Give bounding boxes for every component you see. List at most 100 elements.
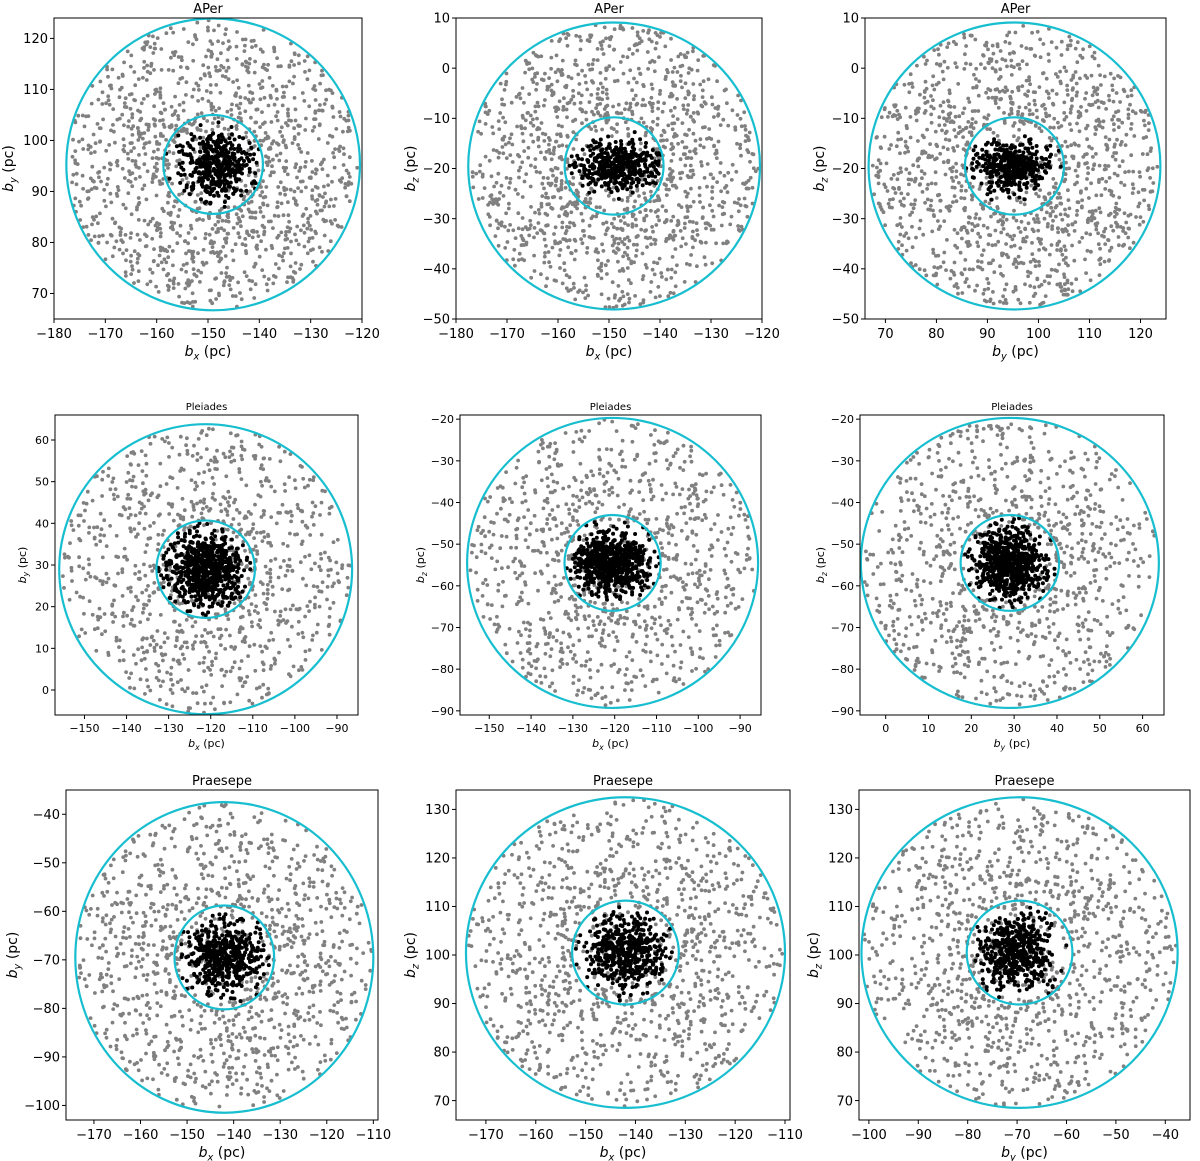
field-star-point bbox=[1097, 163, 1102, 168]
field-star-point bbox=[504, 79, 509, 84]
field-star-point bbox=[726, 123, 731, 128]
member-star-point bbox=[189, 158, 194, 163]
field-star-point bbox=[74, 182, 79, 187]
field-star-point bbox=[259, 239, 263, 244]
field-star-point bbox=[928, 142, 932, 147]
field-star-point bbox=[1030, 30, 1034, 35]
field-star-point bbox=[1021, 237, 1026, 242]
field-star-point bbox=[571, 147, 576, 151]
member-star-point bbox=[1041, 157, 1045, 161]
field-star-point bbox=[951, 39, 956, 44]
field-star-point bbox=[876, 181, 881, 186]
field-star-point bbox=[1066, 287, 1071, 292]
field-star-point bbox=[152, 122, 157, 127]
field-star-point bbox=[621, 294, 626, 299]
field-star-point bbox=[708, 203, 712, 208]
field-star-point bbox=[105, 240, 109, 245]
field-star-point bbox=[258, 193, 263, 198]
member-star-point bbox=[620, 186, 625, 191]
field-star-point bbox=[710, 261, 715, 266]
field-star-point bbox=[281, 258, 285, 263]
field-star-point bbox=[293, 199, 298, 203]
field-star-point bbox=[126, 191, 131, 196]
field-star-point bbox=[628, 68, 633, 73]
field-star-point bbox=[316, 137, 321, 141]
field-star-point bbox=[294, 238, 299, 243]
field-star-point bbox=[218, 68, 222, 72]
field-star-point bbox=[623, 120, 628, 125]
member-star-point bbox=[646, 174, 651, 179]
field-star-point bbox=[655, 33, 660, 38]
field-star-point bbox=[906, 177, 911, 182]
field-star-point bbox=[649, 102, 653, 107]
field-star-point bbox=[925, 127, 929, 132]
field-star-point bbox=[941, 109, 945, 114]
field-star-point bbox=[503, 224, 507, 229]
field-star-point bbox=[95, 122, 100, 126]
field-star-point bbox=[161, 122, 166, 127]
field-star-point bbox=[1127, 226, 1131, 231]
field-star-point bbox=[1093, 208, 1098, 213]
field-star-point bbox=[569, 251, 574, 256]
field-star-point bbox=[565, 167, 569, 171]
field-star-point bbox=[1007, 30, 1012, 35]
member-star-point bbox=[200, 184, 205, 189]
field-star-point bbox=[555, 132, 559, 137]
field-star-point bbox=[584, 117, 589, 122]
field-star-point bbox=[301, 223, 306, 228]
field-star-point bbox=[201, 63, 206, 68]
field-star-point bbox=[1066, 232, 1071, 237]
field-star-point bbox=[576, 190, 580, 195]
member-star-point bbox=[220, 149, 225, 153]
field-star-point bbox=[753, 169, 758, 174]
field-star-point bbox=[921, 232, 926, 237]
field-star-point bbox=[244, 274, 249, 278]
field-star-point bbox=[517, 91, 522, 96]
field-star-point bbox=[239, 297, 244, 302]
field-star-point bbox=[1010, 89, 1015, 94]
field-star-point bbox=[132, 146, 136, 150]
field-star-point bbox=[541, 78, 546, 83]
field-star-point bbox=[945, 147, 950, 152]
field-star-point bbox=[520, 236, 525, 241]
field-star-point bbox=[258, 210, 263, 214]
field-star-point bbox=[71, 172, 76, 177]
field-star-point bbox=[180, 300, 184, 305]
field-star-point bbox=[1109, 245, 1114, 250]
member-star-point bbox=[577, 169, 582, 174]
field-star-point bbox=[181, 27, 186, 31]
field-star-point bbox=[229, 107, 234, 112]
member-star-point bbox=[241, 136, 245, 141]
field-star-point bbox=[104, 204, 108, 209]
field-star-point bbox=[715, 79, 719, 84]
field-star-point bbox=[195, 193, 200, 197]
field-star-point bbox=[294, 162, 298, 167]
field-star-point bbox=[975, 240, 980, 245]
field-star-point bbox=[986, 286, 991, 291]
field-star-point bbox=[572, 286, 576, 290]
field-star-point bbox=[584, 288, 588, 293]
field-star-point bbox=[120, 166, 125, 171]
field-star-point bbox=[1064, 115, 1069, 119]
field-star-point bbox=[539, 204, 544, 209]
field-star-point bbox=[1033, 54, 1038, 58]
field-star-point bbox=[1034, 191, 1038, 196]
field-star-point bbox=[633, 199, 637, 204]
field-star-point bbox=[936, 266, 940, 270]
field-star-point bbox=[711, 63, 716, 67]
field-star-point bbox=[1073, 142, 1078, 147]
field-star-point bbox=[1045, 224, 1050, 229]
field-star-point bbox=[610, 234, 615, 239]
field-star-point bbox=[322, 204, 327, 209]
field-star-point bbox=[150, 236, 155, 241]
field-star-point bbox=[516, 211, 521, 216]
field-star-point bbox=[320, 68, 324, 73]
field-star-point bbox=[693, 151, 698, 156]
field-star-point bbox=[516, 192, 520, 196]
field-star-point bbox=[974, 85, 979, 90]
field-star-point bbox=[307, 68, 312, 73]
field-star-point bbox=[963, 258, 968, 262]
field-star-point bbox=[555, 166, 560, 171]
field-star-point bbox=[935, 282, 940, 287]
field-star-point bbox=[1095, 92, 1100, 97]
